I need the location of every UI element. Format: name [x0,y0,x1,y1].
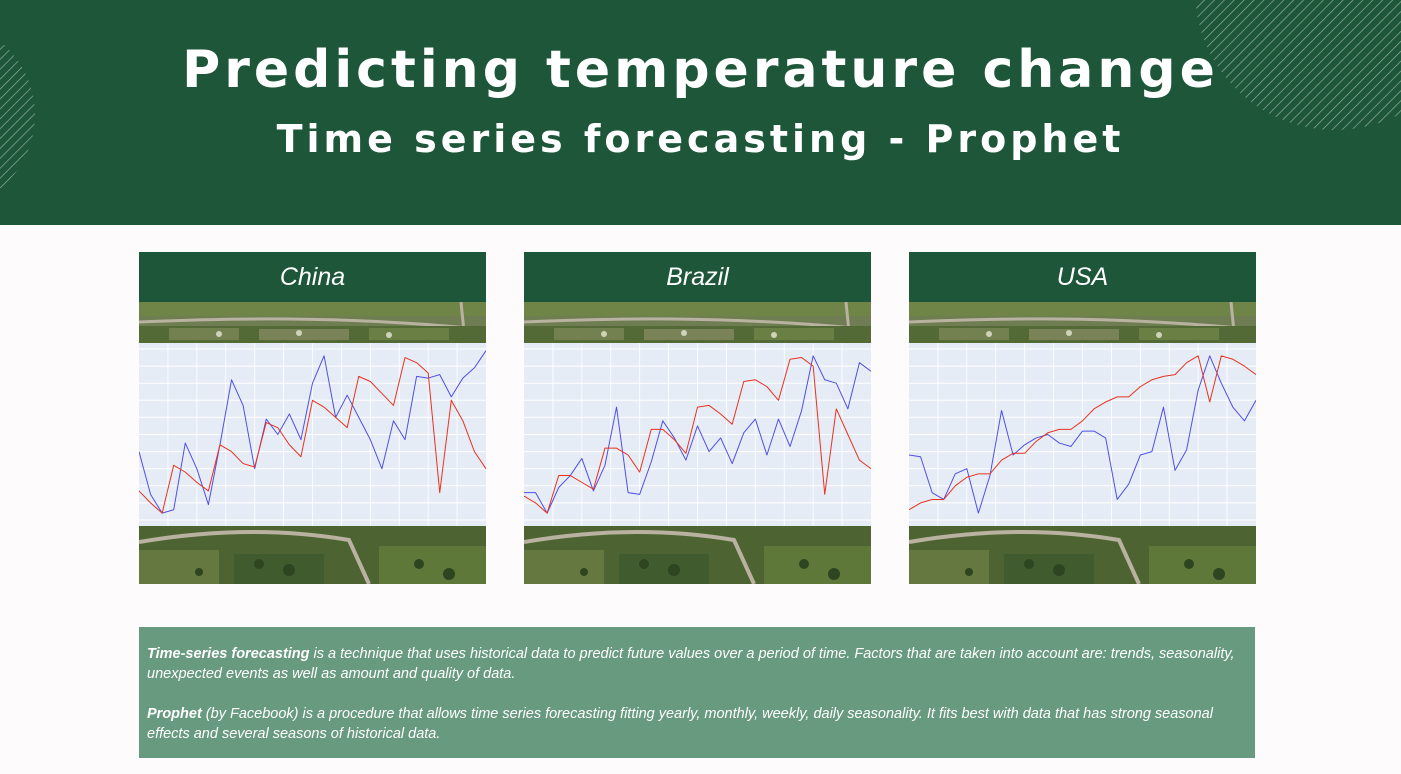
chart-card-china: China [139,252,486,584]
card-title-usa: USA [909,252,1256,302]
term-prophet: Prophet [147,706,202,722]
definition-text: (by Facebook) is a procedure that allows… [147,706,1213,742]
page-subtitle: Time series forecasting - Prophet [0,115,1401,163]
card-title-china: China [139,252,486,302]
header-banner: Predicting temperature change Time serie… [0,0,1401,225]
line-chart-china [139,343,486,526]
page-title: Predicting temperature change [0,38,1401,102]
line-chart-usa [909,343,1256,526]
description-panel: Time-series forecasting is a technique t… [139,627,1255,758]
description-paragraph-prophet: Prophet (by Facebook) is a procedure tha… [147,704,1245,744]
description-paragraph-forecasting: Time-series forecasting is a technique t… [147,644,1245,684]
term-time-series-forecasting: Time-series forecasting [147,646,310,662]
chart-card-usa: USA [909,252,1256,584]
card-title-brazil: Brazil [524,252,871,302]
line-chart-brazil [524,343,871,526]
chart-card-brazil: Brazil [524,252,871,584]
definition-text: is a technique that uses historical data… [147,646,1235,682]
